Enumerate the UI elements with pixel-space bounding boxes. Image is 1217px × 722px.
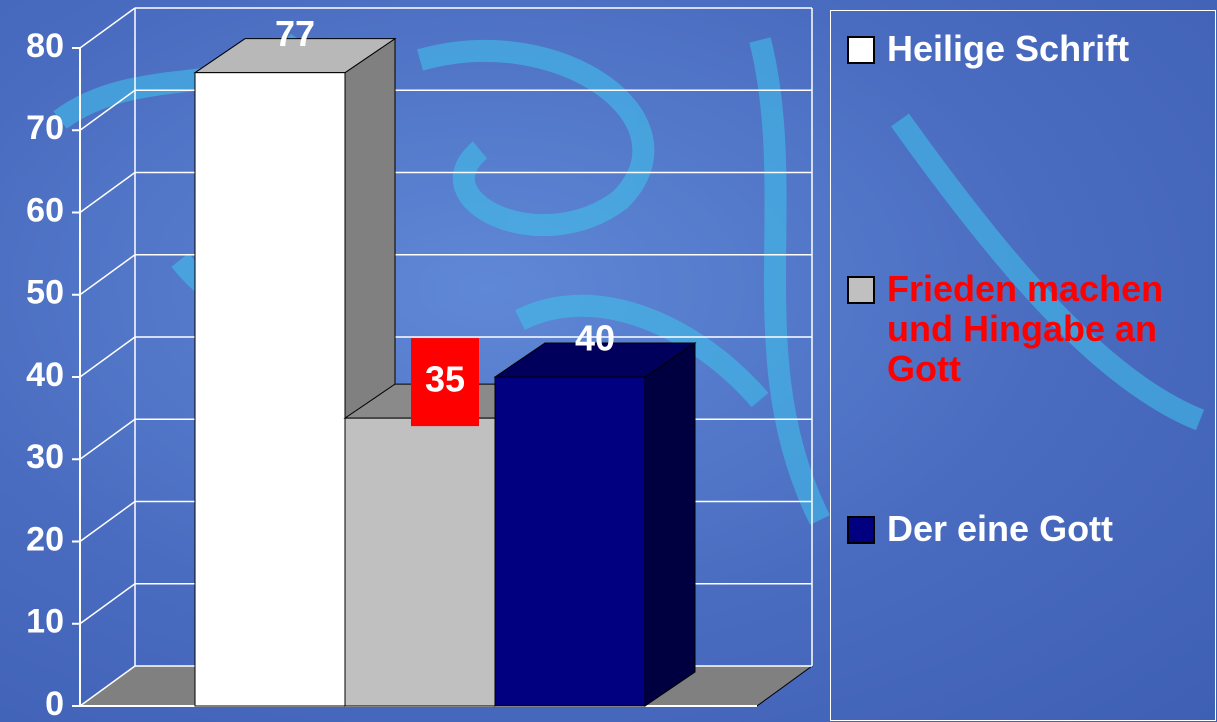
grid-line <box>79 89 136 131</box>
legend-item: Heilige Schrift <box>847 29 1187 69</box>
legend-swatch <box>847 516 875 544</box>
legend: Heilige Schrift Frieden machen und Hingab… <box>830 10 1216 721</box>
y-tick-label: 0 <box>45 685 64 722</box>
y-tick-label: 70 <box>26 109 64 147</box>
bar <box>194 72 346 707</box>
value-label: 77 <box>275 13 315 54</box>
legend-item: Der eine Gott <box>847 509 1187 549</box>
grid-line <box>79 665 136 707</box>
grid-line <box>79 500 136 543</box>
legend-item: Frieden machen und Hingabe an Gott <box>847 269 1187 389</box>
y-tick-label: 20 <box>26 520 64 558</box>
value-label-bg <box>411 338 479 427</box>
legend-label: Der eine Gott <box>887 508 1114 549</box>
value-label: 40 <box>575 318 615 359</box>
legend-label: Frieden machen und Hingabe an Gott <box>887 268 1164 389</box>
y-tick-label: 10 <box>26 603 64 641</box>
y-tick-label: 50 <box>26 274 64 312</box>
grid-line <box>79 171 136 214</box>
y-tick-label: 60 <box>26 191 64 229</box>
bar <box>344 417 496 707</box>
y-tick-label: 80 <box>26 27 64 65</box>
grid-line <box>79 583 136 625</box>
grid-line <box>79 418 136 460</box>
grid-line <box>79 254 136 296</box>
value-label: 35 <box>425 359 465 400</box>
legend-label: Heilige Schrift <box>887 28 1130 69</box>
legend-swatch <box>847 36 875 64</box>
legend-swatch <box>847 276 875 304</box>
grid-line <box>79 7 136 49</box>
y-tick-label: 30 <box>26 438 64 476</box>
bar <box>494 376 646 707</box>
bar-side <box>644 342 696 707</box>
grid-line <box>79 336 136 378</box>
y-tick-label: 40 <box>26 356 64 394</box>
